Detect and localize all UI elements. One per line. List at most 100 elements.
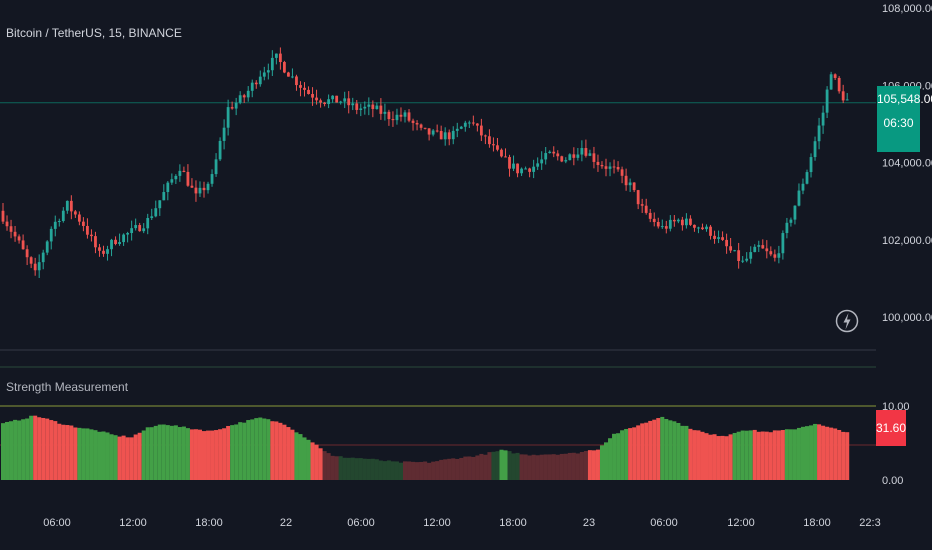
candle-body <box>817 125 821 142</box>
strength-bar <box>354 458 359 480</box>
strength-bar <box>503 450 508 480</box>
strength-bar <box>29 415 34 480</box>
strength-bar <box>17 420 22 480</box>
candle-body <box>65 200 69 211</box>
strength-bar <box>805 426 810 480</box>
candle-body <box>705 226 708 230</box>
candle-body <box>150 216 154 219</box>
strength-bar <box>539 454 544 480</box>
candle-body <box>142 228 146 232</box>
indicator-value-badge: 31.60 <box>876 410 906 446</box>
strength-bar <box>712 434 717 480</box>
candle-body <box>805 172 809 184</box>
candle-body <box>61 210 65 222</box>
strength-bar <box>427 462 432 480</box>
lightning-bolt-icon[interactable] <box>835 304 859 338</box>
strength-bar <box>133 434 138 480</box>
time-axis-tick-label: 18:00 <box>195 517 223 529</box>
candle-body <box>765 248 769 252</box>
candle-body <box>395 114 399 121</box>
symbol-title[interactable]: Bitcoin / TetherUS, 15, BINANCE <box>6 26 182 40</box>
strength-bar <box>105 432 110 480</box>
candle-body <box>194 187 198 194</box>
candle-body <box>845 99 849 101</box>
strength-bar <box>499 449 504 480</box>
strength-bar <box>210 430 215 480</box>
indicator-title[interactable]: Strength Measurement <box>6 380 129 394</box>
strength-bar <box>475 455 480 480</box>
candle-body <box>182 170 186 172</box>
candle-body <box>17 236 21 241</box>
candle-body <box>825 89 829 113</box>
strength-bar <box>696 430 701 480</box>
candle-body <box>697 227 700 229</box>
strength-bar <box>242 422 247 480</box>
strength-bar <box>197 429 202 480</box>
strength-bar <box>262 418 267 480</box>
last-price-label: 105,548.00 <box>877 92 932 106</box>
candle-body <box>114 239 117 244</box>
strength-bar <box>575 453 580 480</box>
strength-bar <box>117 436 122 480</box>
strength-bar <box>218 429 223 480</box>
candle-body <box>387 111 391 120</box>
candle-body <box>262 72 266 77</box>
indicator-axis-tick-label: 0.00 <box>882 475 903 487</box>
strength-bar <box>9 421 14 480</box>
time-axis-tick-label: 18:00 <box>499 517 527 529</box>
candle-body <box>797 190 801 206</box>
candle-body <box>202 187 206 191</box>
strength-bar <box>157 424 162 480</box>
candle-body <box>540 159 544 164</box>
candle-body <box>471 122 475 124</box>
candle-body <box>725 239 728 247</box>
candle-body <box>488 136 491 145</box>
candle-body <box>600 165 604 167</box>
candle-body <box>520 168 523 174</box>
candle-body <box>672 219 676 222</box>
strength-bar <box>599 445 604 480</box>
strength-bar <box>547 454 552 480</box>
candle-body <box>210 174 214 184</box>
strength-bar <box>310 442 315 480</box>
strength-bar <box>101 431 106 480</box>
strength-bar <box>234 424 239 480</box>
candle-body <box>636 190 640 205</box>
candle-body <box>560 156 564 162</box>
candle-body <box>564 160 568 162</box>
strength-bar <box>768 432 773 480</box>
candle-body <box>624 175 628 186</box>
candle-body <box>110 239 113 250</box>
candle-body <box>307 89 310 95</box>
candle-body <box>343 98 347 102</box>
candle-body <box>552 151 556 154</box>
candle-body <box>274 53 278 58</box>
strength-bar <box>579 451 584 480</box>
strength-bar <box>515 452 520 480</box>
candle-body <box>57 221 61 223</box>
strength-bar <box>567 452 572 480</box>
candle-body <box>544 153 548 160</box>
strength-bar <box>25 418 30 480</box>
candle-body <box>693 224 696 228</box>
candle-body <box>737 250 741 261</box>
candle-body <box>492 144 495 146</box>
strength-bar <box>740 430 745 480</box>
candle-body <box>500 149 503 157</box>
candle-body <box>375 105 379 110</box>
strength-bar <box>563 453 568 480</box>
strength-bar <box>632 427 637 480</box>
strength-bar <box>463 456 468 480</box>
candle-body <box>283 62 286 73</box>
strength-bar <box>394 461 399 480</box>
strength-bar <box>415 462 420 480</box>
strength-bar <box>97 431 102 480</box>
candle-body <box>761 245 765 249</box>
candle-body <box>628 182 632 186</box>
candle-body <box>130 228 134 234</box>
candle-body <box>186 171 190 186</box>
candle-body <box>53 221 57 229</box>
candle-body <box>29 257 33 264</box>
strength-bar <box>346 457 351 480</box>
